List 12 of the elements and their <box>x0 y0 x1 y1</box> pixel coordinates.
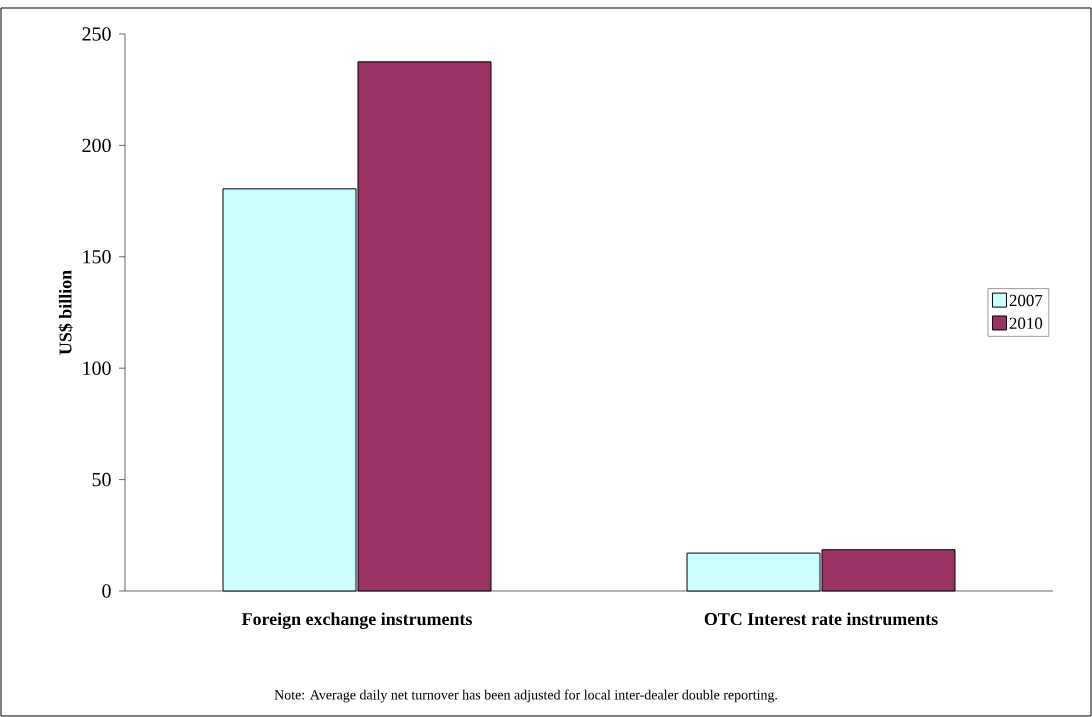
y-tick-label: 150 <box>83 250 111 264</box>
y-tick-label: 0 <box>102 584 111 598</box>
y-tick-label: 50 <box>92 472 111 487</box>
y-tick-label: 100 <box>83 361 111 375</box>
y-tick-label: 200 <box>82 138 111 153</box>
x-tick-label: OTC Interest rate instruments <box>704 612 938 626</box>
x-tick-label: Foreign exchange instruments <box>241 612 472 629</box>
legend-label: 2010 <box>1009 317 1043 330</box>
y-axis-title: US$ billion <box>58 270 73 355</box>
legend-label: 2007 <box>1009 294 1043 307</box>
y-tick-label: 250 <box>82 27 111 41</box>
text: Note: Average daily net turnover has been adjusted for local inter-dealer double reporting. <box>274 689 777 703</box>
